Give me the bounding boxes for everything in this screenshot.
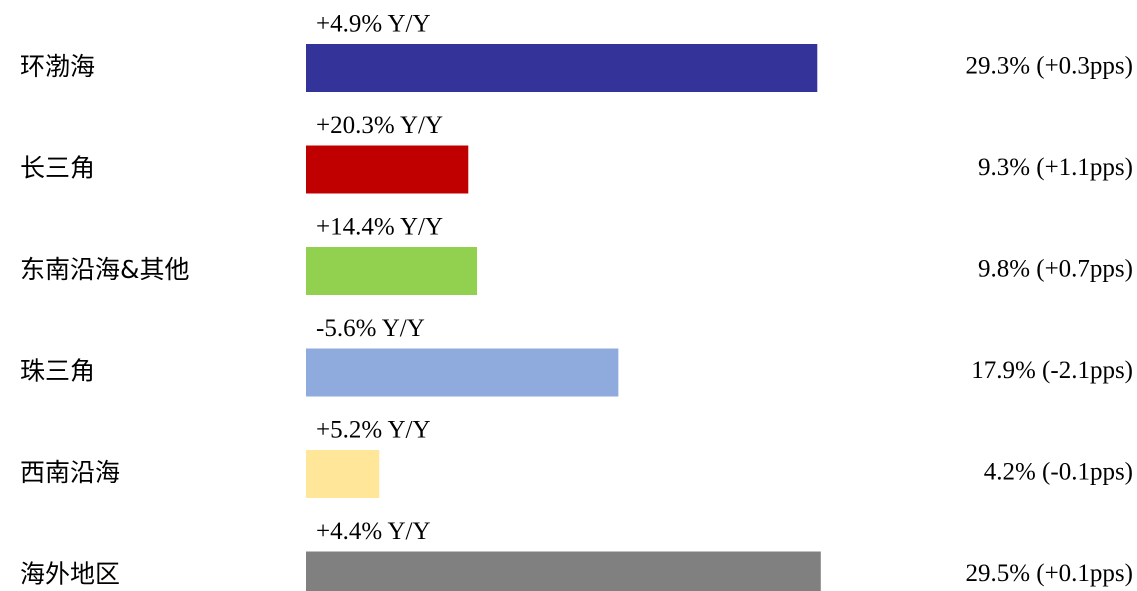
bar xyxy=(306,450,380,498)
bar xyxy=(306,145,469,194)
growth-label: +14.4% Y/Y xyxy=(316,214,443,241)
bar xyxy=(306,551,821,591)
bar xyxy=(306,247,478,295)
value-label: 4.2% (-0.1pps) xyxy=(984,459,1133,486)
value-label: 9.3% (+1.1pps) xyxy=(978,154,1133,181)
category-label: 环渤海 xyxy=(20,52,95,81)
value-label: 29.3% (+0.3pps) xyxy=(965,53,1133,80)
growth-label: +4.9% Y/Y xyxy=(316,11,431,38)
category-label: 珠三角 xyxy=(20,357,95,386)
bar xyxy=(306,44,818,92)
value-label: 17.9% (-2.1pps) xyxy=(971,357,1133,384)
bar xyxy=(306,348,619,397)
growth-label: -5.6% Y/Y xyxy=(316,315,425,342)
category-label: 海外地区 xyxy=(20,560,120,589)
growth-label: +20.3% Y/Y xyxy=(316,112,443,139)
category-label: 东南沿海&其他 xyxy=(20,255,190,284)
category-label: 西南沿海 xyxy=(20,458,120,487)
growth-label: +4.4% Y/Y xyxy=(316,518,431,545)
growth-label: +5.2% Y/Y xyxy=(316,417,431,444)
value-label: 29.5% (+0.1pps) xyxy=(965,560,1133,587)
value-label: 9.8% (+0.7pps) xyxy=(978,256,1133,283)
category-label: 长三角 xyxy=(20,154,95,183)
